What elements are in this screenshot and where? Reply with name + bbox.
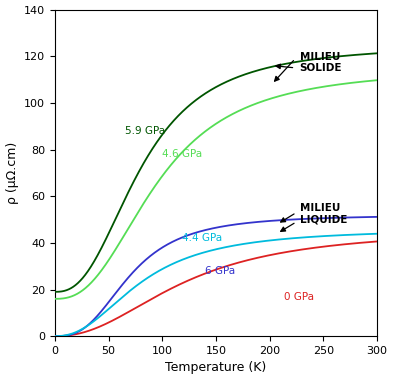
Text: 6 GPa: 6 GPa (205, 266, 235, 276)
X-axis label: Temperature (K): Temperature (K) (165, 361, 266, 374)
Text: 5.9 GPa: 5.9 GPa (125, 126, 165, 136)
Text: 0 GPa: 0 GPa (284, 291, 314, 301)
Y-axis label: ρ (μΩ.cm): ρ (μΩ.cm) (6, 142, 18, 204)
Text: 4.4 GPa: 4.4 GPa (182, 233, 222, 243)
Text: MILIEU
SOLIDE: MILIEU SOLIDE (300, 52, 342, 73)
Text: 4.6 GPa: 4.6 GPa (162, 149, 202, 159)
Text: MILIEU
LIQUIDE: MILIEU LIQUIDE (300, 203, 347, 225)
